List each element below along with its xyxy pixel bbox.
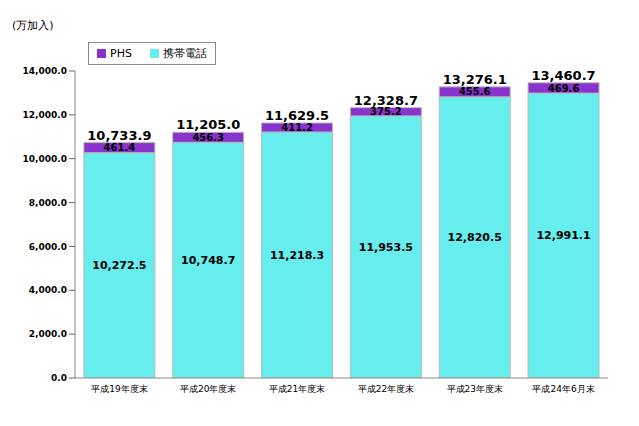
svg-text:10,000.0: 10,000.0 bbox=[23, 154, 67, 164]
svg-text:11,953.5: 11,953.5 bbox=[359, 241, 413, 254]
svg-text:平成24年6月末: 平成24年6月末 bbox=[532, 384, 594, 394]
svg-text:14,000.0: 14,000.0 bbox=[23, 66, 67, 76]
svg-text:411.2: 411.2 bbox=[281, 122, 313, 133]
svg-text:13,276.1: 13,276.1 bbox=[443, 72, 507, 87]
svg-text:6,000.0: 6,000.0 bbox=[29, 242, 67, 252]
svg-text:12,328.7: 12,328.7 bbox=[354, 93, 418, 108]
svg-text:平成21年度末: 平成21年度末 bbox=[269, 384, 325, 394]
svg-text:11,218.3: 11,218.3 bbox=[270, 249, 324, 262]
svg-text:平成20年度末: 平成20年度末 bbox=[180, 384, 236, 394]
svg-text:12,000.0: 12,000.0 bbox=[23, 110, 67, 120]
svg-text:455.6: 455.6 bbox=[459, 86, 491, 97]
svg-text:平成23年度末: 平成23年度末 bbox=[447, 384, 503, 394]
html-text:PHS: PHS bbox=[110, 47, 132, 60]
svg-text:8,000.0: 8,000.0 bbox=[29, 198, 67, 208]
svg-text:平成22年度末: 平成22年度末 bbox=[358, 384, 414, 394]
svg-text:12,820.5: 12,820.5 bbox=[448, 231, 502, 244]
svg-text:375.2: 375.2 bbox=[370, 106, 402, 117]
svg-text:2,000.0: 2,000.0 bbox=[29, 329, 67, 339]
svg-text:11,205.0: 11,205.0 bbox=[176, 117, 240, 132]
svg-text:12,991.1: 12,991.1 bbox=[536, 229, 590, 242]
svg-text:461.4: 461.4 bbox=[104, 142, 136, 153]
svg-text:10,733.9: 10,733.9 bbox=[87, 128, 151, 143]
svg-text:10,272.5: 10,272.5 bbox=[92, 259, 146, 272]
svg-text:4,000.0: 4,000.0 bbox=[29, 285, 67, 295]
svg-text:13,460.7: 13,460.7 bbox=[531, 68, 595, 83]
svg-text:平成19年度末: 平成19年度末 bbox=[91, 384, 147, 394]
html-text:(万加入): (万加入) bbox=[12, 19, 54, 32]
svg-text:469.6: 469.6 bbox=[548, 83, 580, 94]
svg-text:10,748.7: 10,748.7 bbox=[181, 254, 235, 267]
svg-text:0.0: 0.0 bbox=[51, 373, 67, 383]
html-text:携帯電話: 携帯電話 bbox=[162, 47, 207, 60]
svg-text:11,629.5: 11,629.5 bbox=[265, 108, 329, 123]
svg-text:456.3: 456.3 bbox=[192, 132, 224, 143]
